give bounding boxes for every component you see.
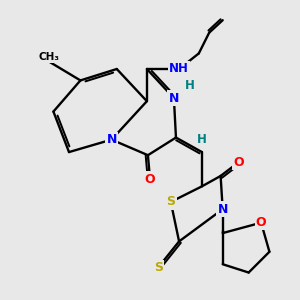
Text: N: N [169, 92, 179, 105]
Text: S: S [166, 195, 175, 208]
Text: H: H [197, 133, 207, 146]
Text: N: N [106, 133, 117, 146]
Text: O: O [233, 156, 244, 169]
Text: O: O [145, 172, 155, 186]
Text: CH₃: CH₃ [39, 52, 60, 62]
Text: H: H [184, 79, 194, 92]
Text: O: O [256, 216, 266, 229]
Text: N: N [218, 203, 228, 216]
Text: NH: NH [169, 62, 189, 76]
Text: S: S [154, 261, 163, 274]
